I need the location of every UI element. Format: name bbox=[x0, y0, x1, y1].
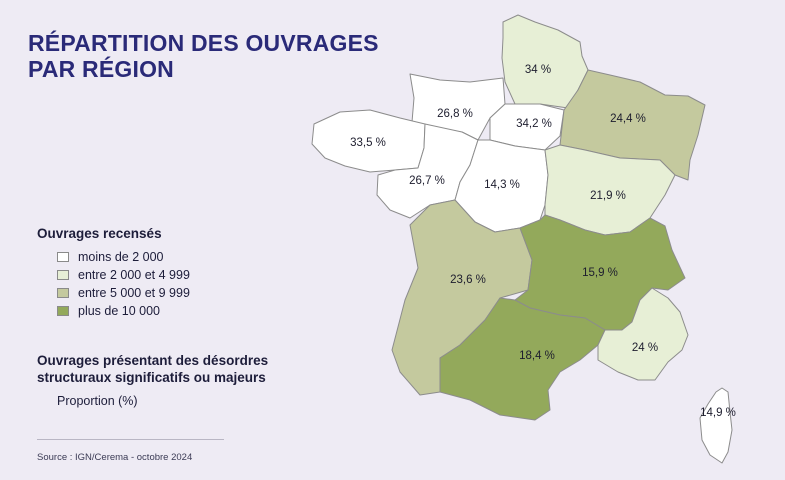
map-title-line-1: RÉPARTITION DES OUVRAGES bbox=[28, 30, 379, 56]
legend-title: Ouvrages recensés bbox=[37, 226, 162, 241]
region-value-auvergne-rhone-alpes: 15,9 % bbox=[582, 267, 618, 279]
region-value-hauts-de-france: 34 % bbox=[525, 64, 551, 76]
legend-swatch bbox=[57, 288, 69, 298]
legend-proportion-subtitle: Proportion (%) bbox=[57, 394, 138, 408]
region-value-paca: 24 % bbox=[632, 342, 658, 354]
region-corse: 14,9 % bbox=[699, 387, 736, 464]
source-divider bbox=[37, 439, 224, 440]
region-value-bourgogne-franche-comte: 21,9 % bbox=[590, 190, 626, 202]
region-shape-normandie bbox=[409, 73, 506, 141]
map-title-line-2: PAR RÉGION bbox=[28, 56, 174, 82]
region-value-centre-val-de-loire: 14,3 % bbox=[484, 179, 520, 191]
region-bretagne: 33,5 % bbox=[311, 109, 426, 173]
legend-item-label: entre 5 000 et 9 999 bbox=[78, 286, 190, 300]
region-shape-paca bbox=[597, 287, 689, 381]
legend-proportion-title: Ouvrages présentant des désordres struct… bbox=[37, 352, 327, 386]
map-title: RÉPARTITION DES OUVRAGES PAR RÉGION bbox=[28, 30, 379, 82]
region-centre-val-de-loire: 14,3 % bbox=[454, 139, 549, 233]
legend-proportion: Ouvrages présentant des désordres struct… bbox=[37, 352, 327, 408]
region-shape-corse bbox=[699, 387, 733, 464]
region-occitanie: 18,4 % bbox=[439, 297, 606, 421]
legend-item: entre 5 000 et 9 999 bbox=[57, 284, 337, 302]
legend-item: moins de 2 000 bbox=[57, 248, 337, 266]
region-pays-de-la-loire: 26,7 % bbox=[376, 123, 479, 219]
legend-swatch bbox=[57, 270, 69, 280]
region-value-normandie: 26,8 % bbox=[437, 108, 473, 120]
legend-proportion-title-line-1: Ouvrages présentant des désordres bbox=[37, 353, 269, 368]
region-value-nouvelle-aquitaine: 23,6 % bbox=[450, 274, 486, 286]
region-shape-occitanie bbox=[439, 297, 606, 421]
region-value-grand-est: 24,4 % bbox=[610, 113, 646, 125]
region-value-ile-de-france: 34,2 % bbox=[516, 118, 552, 130]
region-paca: 24 % bbox=[597, 287, 689, 381]
legend-item-label: entre 2 000 et 4 999 bbox=[78, 268, 190, 282]
region-value-bretagne: 33,5 % bbox=[350, 137, 386, 149]
legend-item: entre 2 000 et 4 999 bbox=[57, 266, 337, 284]
source-note: Source : IGN/Cerema - octobre 2024 bbox=[37, 452, 193, 463]
legend-swatch bbox=[57, 252, 69, 262]
legend-item-label: plus de 10 000 bbox=[78, 304, 161, 318]
region-ile-de-france: 34,2 % bbox=[489, 103, 565, 151]
legend-ouvrages-recenses: Ouvrages recensés moins de 2 000 entre 2… bbox=[37, 226, 337, 320]
legend-swatch bbox=[57, 306, 69, 316]
region-value-pays-de-la-loire: 26,7 % bbox=[409, 175, 445, 187]
region-hauts-de-france: 34 % bbox=[501, 14, 589, 109]
region-bourgogne-franche-comte: 21,9 % bbox=[544, 144, 676, 236]
legend-proportion-title-line-2: structuraux significatifs ou majeurs bbox=[37, 370, 266, 385]
region-value-occitanie: 18,4 % bbox=[519, 350, 555, 362]
legend-item: plus de 10 000 bbox=[57, 302, 337, 320]
region-normandie: 26,8 % bbox=[409, 73, 506, 141]
legend-item-label: moins de 2 000 bbox=[78, 250, 164, 264]
region-value-corse: 14,9 % bbox=[700, 407, 736, 419]
